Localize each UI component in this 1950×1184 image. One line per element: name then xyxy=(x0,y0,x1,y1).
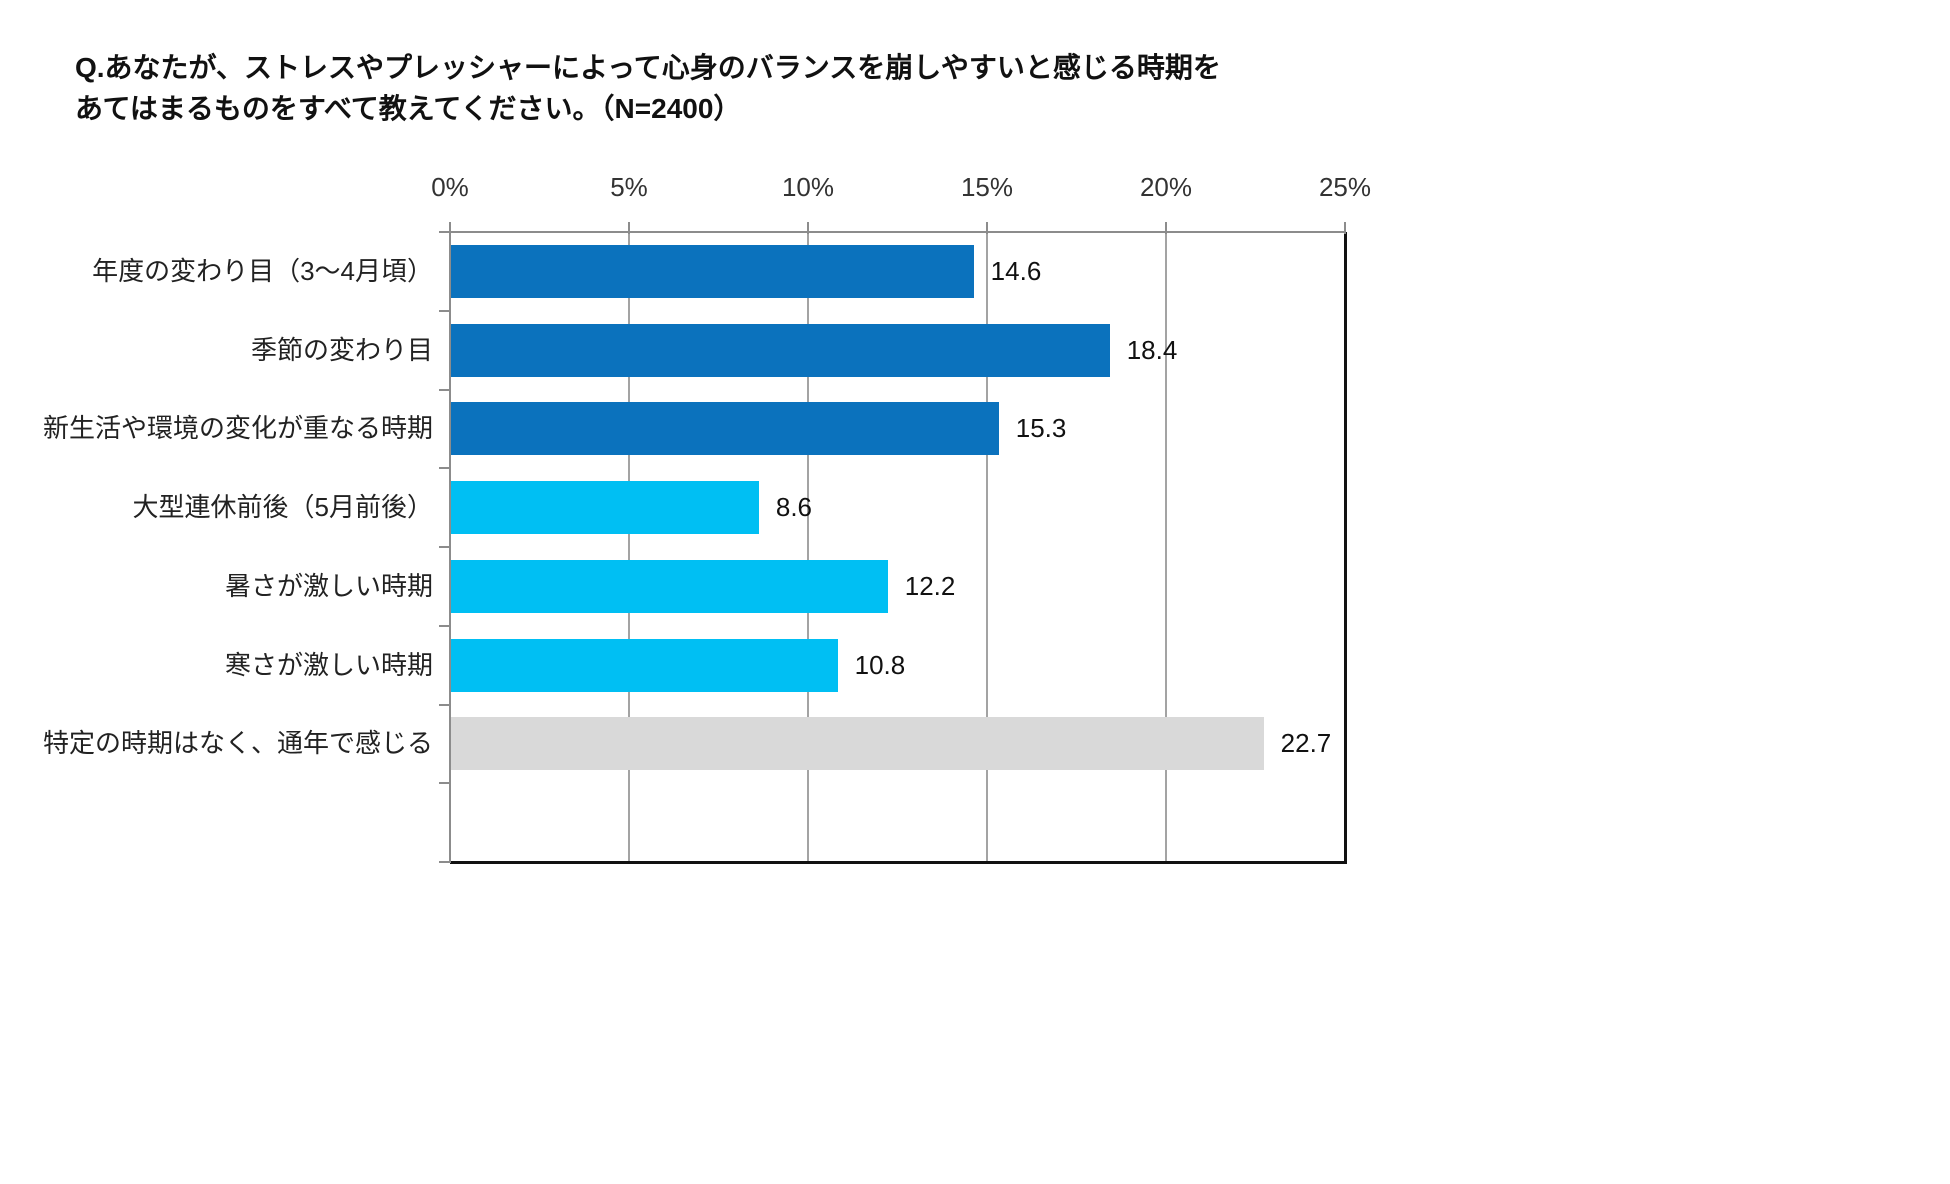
y-axis-tick xyxy=(439,231,451,233)
value-label: 15.3 xyxy=(1015,413,1067,444)
x-axis-tick-label: 5% xyxy=(610,172,648,202)
x-axis-tick-label: 0% xyxy=(431,172,469,202)
bar xyxy=(451,638,838,692)
y-axis-tick xyxy=(439,546,451,548)
bar xyxy=(451,323,1110,377)
y-axis-tick xyxy=(439,861,451,863)
x-axis-tick-label: 10% xyxy=(781,172,835,202)
plot-border-bottom xyxy=(450,861,1347,864)
y-axis-tick xyxy=(439,388,451,391)
bar xyxy=(451,717,1264,771)
chart-question-title: Q.あなたが、ストレスやプレッシャーによって心身のバランスを崩しやすいと感じる時… xyxy=(75,48,1775,129)
gridline xyxy=(1165,232,1167,862)
x-axis-line xyxy=(450,231,1345,233)
category-label: 季節の変わり目 xyxy=(250,334,433,365)
bar xyxy=(451,559,888,613)
y-axis-tick xyxy=(439,624,451,627)
title-line-1: Q.あなたが、ストレスやプレッシャーによって心身のバランスを崩しやすいと感じる時… xyxy=(75,52,1221,83)
gridline xyxy=(628,232,630,862)
category-label: 新生活や環境の変化が重なる時期 xyxy=(42,413,433,444)
y-axis-tick xyxy=(439,309,451,312)
x-axis-tick xyxy=(1165,222,1167,234)
category-label: 暑さが激しい時期 xyxy=(224,570,433,601)
value-label: 18.4 xyxy=(1126,334,1178,365)
x-axis-tick xyxy=(1344,222,1346,234)
x-axis-tick-label: 20% xyxy=(1139,172,1193,202)
gridline xyxy=(986,232,988,862)
x-axis-tick xyxy=(986,222,988,234)
value-label: 10.8 xyxy=(854,649,906,680)
category-label: 寒さが激しい時期 xyxy=(224,649,433,680)
bar xyxy=(451,402,999,456)
y-axis-tick xyxy=(439,467,451,470)
y-axis-tick xyxy=(439,703,451,706)
value-label: 8.6 xyxy=(775,492,813,523)
value-label: 12.2 xyxy=(904,570,956,601)
x-axis-tick-label: 15% xyxy=(960,172,1014,202)
value-label: 14.6 xyxy=(990,255,1042,286)
category-label: 年度の変わり目（3〜4月頃） xyxy=(92,255,433,286)
category-label: 大型連休前後（5月前後） xyxy=(132,492,433,523)
x-axis-tick xyxy=(628,222,630,234)
y-axis-tick xyxy=(439,782,451,785)
gridline xyxy=(807,232,809,862)
value-label: 22.7 xyxy=(1280,728,1332,759)
x-axis-tick xyxy=(807,222,809,234)
x-axis-tick-label: 25% xyxy=(1318,172,1372,202)
category-label: 特定の時期はなく、通年で感じる xyxy=(42,728,433,759)
plot-border-right xyxy=(1344,232,1347,864)
x-axis-tick xyxy=(449,222,451,234)
title-line-2: あてはまるものをすべて教えてください。（N=2400） xyxy=(75,92,742,124)
bar xyxy=(451,481,759,535)
bar xyxy=(451,244,974,298)
